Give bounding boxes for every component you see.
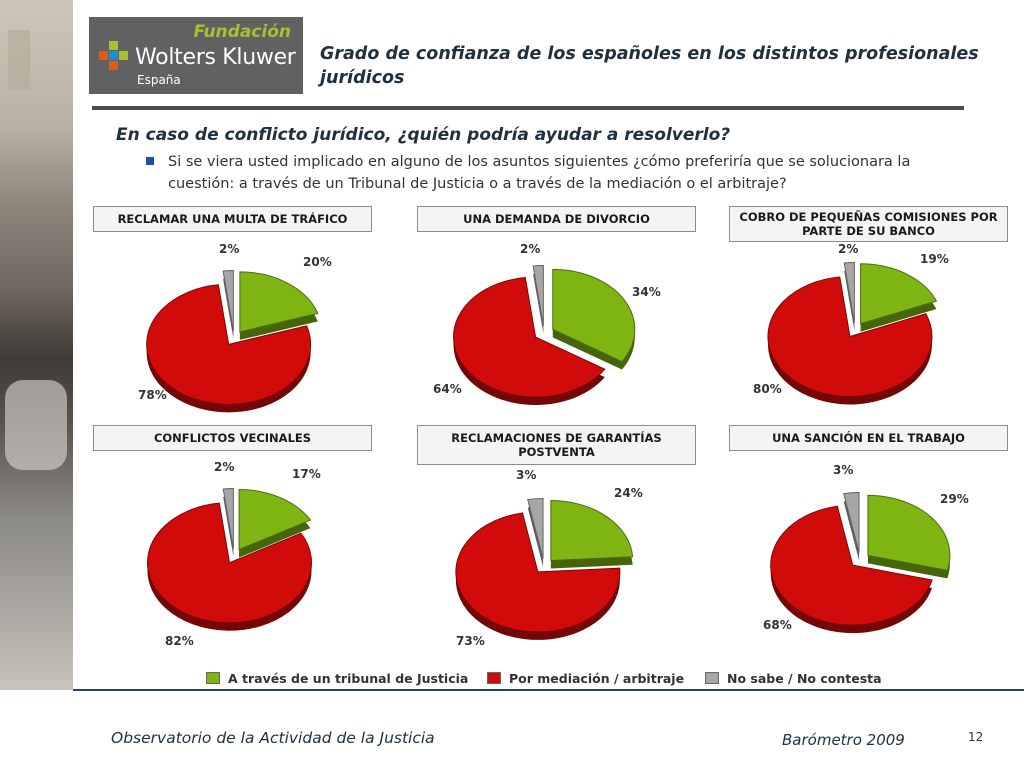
legend-label: No sabe / No contesta [727,671,882,686]
pie-slice-tribunal [238,489,312,551]
value-label-nosabe: 2% [838,242,859,256]
legend-item-mediacion: Por mediación / arbitraje [487,671,684,686]
legend-swatch-red [487,672,501,684]
pie-chart-6 [770,492,951,634]
background-photo [0,0,73,690]
pie-slice-tribunal [550,500,634,562]
pie-chart-1 [146,270,319,413]
pie-slice-tribunal [239,271,319,333]
pie-slice-nosabe [222,488,234,549]
logo-mark-icon [99,41,129,71]
chart-title-3: COBRO DE PEQUEÑAS COMISIONES POR PARTE D… [729,206,1008,242]
pie-chart-2 [453,265,636,406]
pie-slice-tribunal [860,263,938,325]
pie-slice-mediacion [770,505,933,626]
title-divider [92,106,964,110]
pie-slice-nosabe [843,262,855,323]
legend-swatch-green [206,672,220,684]
pie-chart-3 [767,262,938,405]
value-label-nosabe: 2% [219,242,240,256]
logo-fundacion-text: Fundación [193,22,291,42]
value-label-mediacion: 80% [753,382,782,396]
pie-chart-4 [147,488,312,631]
page-number: 12 [968,730,984,744]
bullet-square-icon [146,157,154,165]
value-label-mediacion: 73% [456,634,485,648]
chart-title-1: RECLAMAR UNA MULTA DE TRÁFICO [93,206,372,232]
chart-title-4: CONFLICTOS VECINALES [93,425,372,451]
value-label-nosabe: 2% [214,460,235,474]
footer-divider [73,689,1024,691]
pie-slice-nosabe [527,498,544,559]
legend-label: Por mediación / arbitraje [509,671,685,686]
value-label-mediacion: 82% [165,634,194,648]
pie-slice-nosabe [222,270,234,331]
value-label-mediacion: 64% [433,382,462,396]
value-label-nosabe: 2% [520,242,541,256]
logo-brand-text: Wolters Kluwer [135,45,296,70]
value-label-tribunal: 34% [632,285,661,299]
pie-slice-nosabe [843,492,860,553]
legend-swatch-gray [705,672,719,684]
legend-item-tribunal: A través de un tribunal de Justicia [206,671,468,686]
value-label-tribunal: 29% [940,492,969,506]
chart-title-5: RECLAMACIONES DE GARANTÍAS POSTVENTA [417,425,696,465]
slide-title: Grado de confianza de los españoles en l… [320,44,979,88]
value-label-nosabe: 3% [833,463,854,477]
pie-slice-mediacion [147,502,312,624]
chart-title-6: UNA SANCIÓN EN EL TRABAJO [729,425,1008,451]
legend-label: A través de un tribunal de Justicia [228,671,469,686]
pie-slice-tribunal [552,268,636,363]
pie-slice-nosabe [532,265,544,326]
question-heading: En caso de conflicto jurídico, ¿quién po… [116,125,731,145]
legend-item-nosabe: No sabe / No contesta [705,671,882,686]
value-label-tribunal: 20% [303,255,332,269]
value-label-mediacion: 78% [138,388,167,402]
chart-title-2: UNA DEMANDA DE DIVORCIO [417,206,696,232]
pie-slice-mediacion [453,276,606,398]
bullet-text: Si se viera usted implicado en alguno de… [168,154,911,192]
value-label-tribunal: 24% [614,486,643,500]
pie-slice-tribunal [867,494,951,571]
value-label-tribunal: 17% [292,467,321,481]
value-label-nosabe: 3% [516,468,537,482]
value-label-tribunal: 19% [920,252,949,266]
pie-slice-mediacion [767,276,933,397]
logo-country-text: España [137,73,181,87]
pie-slice-mediacion [146,284,312,405]
wolters-kluwer-logo: Fundación Wolters Kluwer España [89,17,303,94]
value-label-mediacion: 68% [763,618,792,632]
pie-slice-mediacion [455,512,621,633]
footer-barometro: Barómetro 2009 [782,731,905,749]
footer-observatorio: Observatorio de la Actividad de la Justi… [111,729,435,747]
pie-chart-5 [455,498,634,640]
